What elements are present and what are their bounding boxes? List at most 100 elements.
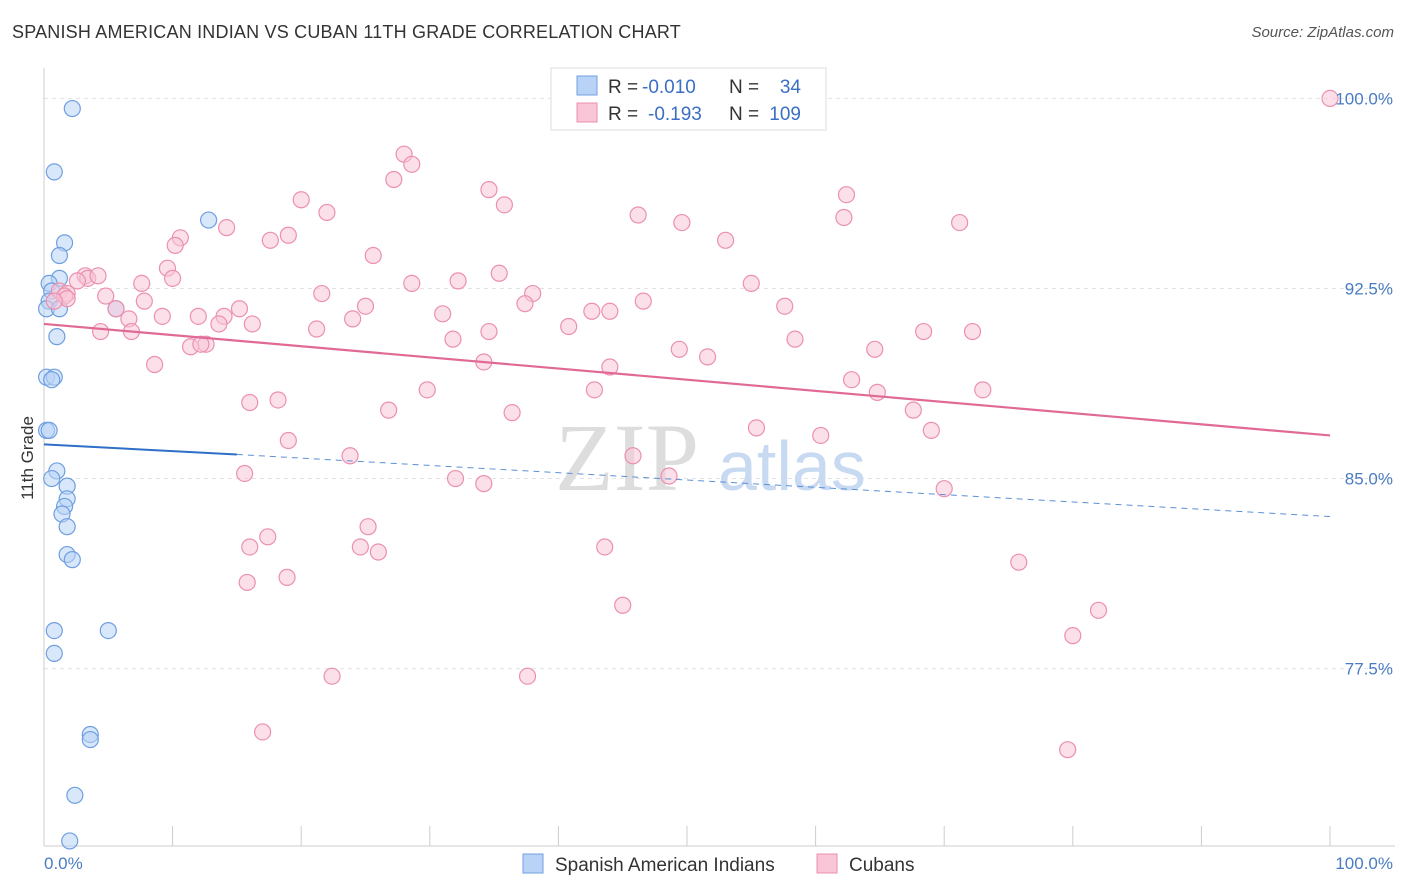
cuban-point-101 [1010,553,1028,571]
cuban-point-13 [218,219,236,237]
cuban-point-67 [192,335,210,353]
spanish-point-17 [40,421,58,439]
cuban-point-41 [516,295,534,313]
cuban-point-25 [164,269,182,287]
cuban-point-74 [843,371,861,389]
watermark-atlas: atlas [718,427,866,505]
cuban-point-27 [449,272,467,290]
cuban-point-24 [89,267,107,285]
cuban-point-93 [660,467,678,485]
spanish-point-27 [45,621,63,640]
cuban-point-100 [596,538,614,556]
y-tick-labels: 100.0% 92.5% 85.0% 77.5% [1335,89,1393,678]
bottom-legend-swatch-cubans [816,853,838,874]
bottom-legend-cubans: Cubans [849,855,915,876]
cuban-point-105 [1089,601,1108,619]
cuban-point-80 [241,393,259,412]
cuban-point-44 [776,297,794,315]
cuban-point-58 [308,320,326,338]
cuban-point-45 [107,300,125,318]
cuban-point-40 [135,292,153,310]
bottom-legend-swatch-spanish [522,853,544,874]
cuban-point-110 [1059,741,1077,759]
cuban-point-63 [444,330,462,348]
y-tick-label-3: 77.5% [1345,660,1393,679]
cuban-point-12 [673,213,691,232]
cuban-point-6 [292,191,310,209]
spanish-point-1 [45,163,63,181]
cuban-point-3 [385,170,403,189]
cuban-point-106 [1064,627,1082,645]
cuban-point-46 [583,302,601,320]
y-tick-label-0: 100.0% [1335,89,1393,108]
spanish-point-15 [43,371,61,389]
cuban-point-103 [278,568,296,586]
cuban-point-87 [279,431,297,450]
scatter-points [37,89,1339,850]
cuban-point-83 [904,401,922,419]
cuban-point-104 [614,596,632,614]
spanish-trend-solid [43,443,237,456]
legend-swatch-cubans [576,102,598,123]
cuban-point-73 [601,358,619,376]
cuban-point-60 [480,322,498,341]
cuban-point-102 [238,573,256,592]
cuban-point-43 [230,300,249,318]
cuban-point-51 [153,307,171,325]
legend-n-label-2: N = [729,104,759,125]
cuban-point-10 [835,208,853,227]
bottom-legend-spanish: Spanish American Indians [555,855,775,876]
cuban-point-7 [318,203,336,222]
legend-n-value-1: 34 [780,77,802,98]
cuban-point-109 [254,723,272,741]
cuban-point-94 [935,480,953,498]
cuban-point-59 [560,317,578,336]
spanish-point-33 [61,832,79,850]
cuban-point-8 [495,196,513,214]
spanish-point-32 [66,786,84,804]
cuban-point-79 [269,391,287,409]
cuban-point-92 [475,475,493,493]
cuban-point-69 [866,340,884,358]
spanish-point-29 [45,644,63,663]
cuban-point-82 [503,404,521,422]
cuban-point-72 [145,355,164,374]
cuban-point-62 [915,322,933,341]
spanish-point-28 [99,621,117,640]
cuban-point-97 [351,538,369,556]
spanish-point-12 [48,328,66,346]
spanish-point-26 [63,551,81,569]
spanish-point-24 [58,518,76,536]
spanish-point-3 [50,246,69,265]
spanish-point-0 [63,99,81,118]
cuban-point-49 [189,307,207,325]
cuban-point-16 [261,231,279,249]
cuban-point-4 [480,181,498,199]
cuban-point-55 [243,315,261,333]
spanish-point-31 [81,730,99,749]
cuban-point-96 [259,528,277,546]
cuban-point-26 [68,272,87,290]
cuban-point-30 [133,274,151,293]
cuban-point-75 [418,381,436,399]
chart-title: SPANISH AMERICAN INDIAN VS CUBAN 11TH GR… [12,22,681,42]
y-tick-label-2: 85.0% [1345,470,1393,489]
cuban-point-21 [490,264,508,282]
cuban-point-95 [359,518,377,536]
legend-n-label-1: N = [729,77,759,98]
cuban-point-35 [313,284,331,303]
cuban-point-54 [210,315,228,333]
legend-swatch-spanish [576,75,598,96]
cuban-point-108 [518,667,537,685]
cuban-point-0 [1321,89,1339,108]
cuban-point-47 [601,302,619,320]
cuban-point-81 [380,401,398,419]
cuban-point-15 [279,226,297,244]
cuban-point-76 [585,381,604,399]
cuban-point-77 [974,381,992,399]
legend-n-value-2: 109 [769,104,801,125]
cuban-point-68 [670,340,688,358]
cuban-point-11 [951,213,969,232]
cuban-point-17 [716,231,735,249]
